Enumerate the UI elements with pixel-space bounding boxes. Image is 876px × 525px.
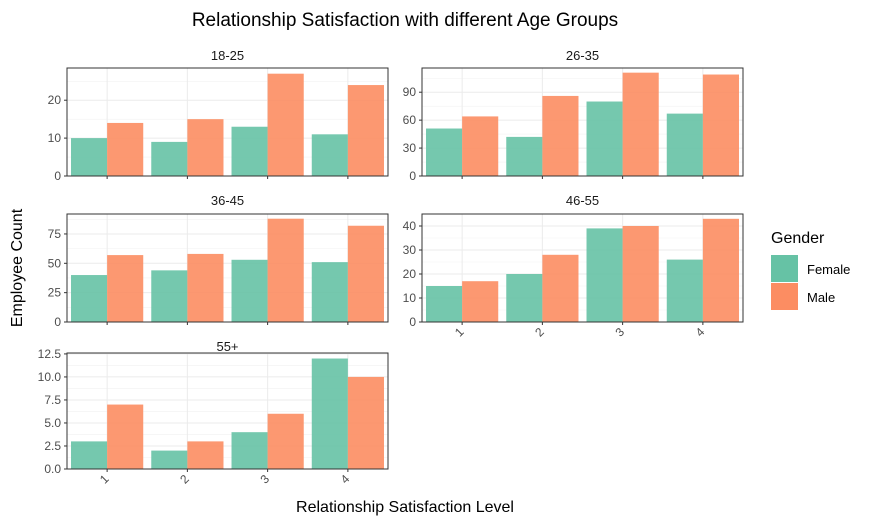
y-tick-label: 40 <box>403 219 417 233</box>
x-axis-title: Relationship Satisfaction Level <box>296 499 514 516</box>
legend-swatch-male <box>771 283 798 310</box>
bar-male-1 <box>107 255 144 322</box>
bar-female-1 <box>426 286 463 322</box>
y-tick-label: 0.0 <box>44 462 61 476</box>
y-tick-label: 30 <box>403 243 417 257</box>
x-tick-label: 1 <box>452 325 467 340</box>
y-tick-label: 2.5 <box>44 439 61 453</box>
y-tick-label: 5.0 <box>44 416 61 430</box>
legend-swatch-female <box>771 255 798 282</box>
bar-female-3 <box>231 126 268 176</box>
y-tick-label: 90 <box>403 85 417 99</box>
facet-panels: 18-250102026-35030609036-45025507546-550… <box>38 48 744 487</box>
panel-border <box>66 213 389 323</box>
y-tick-label: 0 <box>409 169 416 183</box>
bar-male-3 <box>267 413 304 469</box>
bar-female-1 <box>71 275 108 322</box>
panel-26-35: 26-35 0 30 60 90 <box>403 48 744 183</box>
bar-male-4 <box>702 74 739 176</box>
panel-55plus: 55+ 0.0 2.5 5.0 7.5 10.0 12.5 1 2 3 4 <box>38 339 389 487</box>
bar-female-3 <box>231 259 268 322</box>
legend-label-male: Male <box>807 290 835 305</box>
chart-title: Relationship Satisfaction with different… <box>192 10 618 31</box>
bar-male-2 <box>542 95 579 176</box>
y-tick-label: 50 <box>48 256 62 270</box>
bar-male-2 <box>542 254 579 322</box>
bar-male-3 <box>622 72 659 176</box>
x-tick-label: 4 <box>338 472 353 487</box>
bar-male-1 <box>462 116 499 176</box>
bar-male-4 <box>347 225 384 322</box>
y-tick-label: 20 <box>403 267 417 281</box>
bar-male-2 <box>187 441 224 469</box>
bar-female-2 <box>151 270 188 322</box>
x-tick-label: 3 <box>257 472 272 487</box>
bar-female-4 <box>311 358 348 469</box>
bar-male-1 <box>107 122 144 176</box>
panel-label: 36-45 <box>211 193 244 208</box>
bar-female-1 <box>71 138 108 176</box>
x-tick-label: 2 <box>177 472 192 487</box>
y-tick-label: 25 <box>48 286 62 300</box>
y-tick-label: 30 <box>403 141 417 155</box>
bar-female-3 <box>231 432 268 469</box>
bar-female-1 <box>426 128 463 176</box>
panel-46-55: 46-55 0 10 20 30 40 1 2 3 4 <box>403 193 744 340</box>
bar-female-2 <box>506 136 543 176</box>
panel-border <box>421 67 744 177</box>
y-tick-label: 10.0 <box>38 370 62 384</box>
y-tick-label: 20 <box>48 93 62 107</box>
bar-male-4 <box>347 85 384 176</box>
bar-female-3 <box>586 228 623 322</box>
bar-female-2 <box>151 450 188 469</box>
panel-18-25: 18-25 0 10 20 <box>48 48 389 183</box>
bar-female-4 <box>666 259 703 322</box>
bar-male-4 <box>702 218 739 322</box>
x-tick-label: 4 <box>693 325 708 340</box>
bar-male-2 <box>187 253 224 322</box>
legend-title: Gender <box>771 230 825 247</box>
bar-female-4 <box>666 113 703 176</box>
bar-male-4 <box>347 376 384 469</box>
y-tick-label: 10 <box>403 291 417 305</box>
panel-label: 18-25 <box>211 48 244 63</box>
y-tick-label: 12.5 <box>38 347 62 361</box>
y-tick-label: 10 <box>48 131 62 145</box>
bar-female-3 <box>586 101 623 176</box>
bar-male-3 <box>622 226 659 322</box>
x-tick-label: 3 <box>612 325 627 340</box>
y-tick-label: 60 <box>403 113 417 127</box>
panel-border <box>421 213 744 323</box>
y-axis-title: Employee Count <box>9 208 26 327</box>
y-tick-label: 7.5 <box>44 393 61 407</box>
x-tick-label: 2 <box>532 325 547 340</box>
panel-label: 55+ <box>216 339 238 354</box>
panel-border <box>66 352 389 470</box>
panel-36-45: 36-45 0 25 50 75 <box>48 193 389 329</box>
legend: Gender Female Male <box>771 230 850 310</box>
bar-male-1 <box>107 404 144 469</box>
panel-label: 46-55 <box>566 193 599 208</box>
bar-female-4 <box>311 262 348 322</box>
y-tick-label: 0 <box>54 315 61 329</box>
bar-male-3 <box>267 218 304 322</box>
y-tick-label: 0 <box>409 315 416 329</box>
bar-female-2 <box>151 141 188 176</box>
bar-male-2 <box>187 119 224 176</box>
bar-male-1 <box>462 281 499 322</box>
bar-female-2 <box>506 274 543 322</box>
bar-male-3 <box>267 73 304 176</box>
bar-female-1 <box>71 441 108 469</box>
y-tick-label: 0 <box>54 169 61 183</box>
x-tick-label: 1 <box>97 472 112 487</box>
legend-label-female: Female <box>807 262 850 277</box>
bar-female-4 <box>311 134 348 176</box>
panel-label: 26-35 <box>566 48 599 63</box>
y-tick-label: 75 <box>48 227 62 241</box>
panel-border <box>66 67 389 177</box>
